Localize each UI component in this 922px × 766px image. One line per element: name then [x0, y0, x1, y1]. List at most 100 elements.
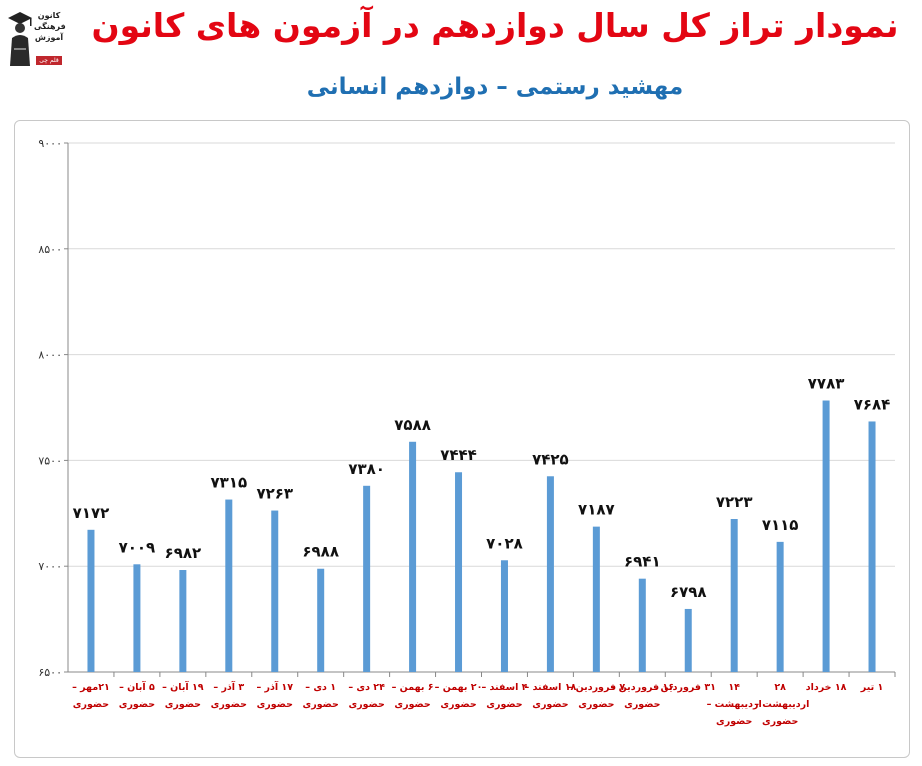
- x-tick-label-line: حضوری: [73, 699, 109, 710]
- data-label: ۷۳۱۵: [210, 474, 247, 492]
- x-tick-label-line: ۱۸ اسفند –: [525, 682, 577, 693]
- x-tick-label-line: حضوری: [716, 716, 752, 727]
- x-tick-label: ۳ آذر – حضوری: [211, 680, 247, 710]
- bar: [592, 526, 600, 672]
- bar: [133, 564, 141, 672]
- x-tick-label-line: حضوری: [119, 699, 155, 710]
- data-label: ۷۲۲۳: [716, 493, 753, 511]
- x-tick-label-line: حضوری: [211, 699, 247, 710]
- bar: [638, 578, 646, 672]
- x-tick-label-line: ۱۹ آبان –: [162, 680, 204, 693]
- y-tick-label: ۷۰۰۰: [38, 560, 62, 573]
- data-label: ۷۰۲۸: [486, 534, 523, 552]
- x-tick-label-line: ۱۷ آذر –: [256, 680, 293, 693]
- bar: [455, 472, 463, 672]
- x-tick-label-line: حضوری: [165, 699, 201, 710]
- y-tick-label: ۶۵۰۰: [38, 666, 62, 679]
- bar: [317, 568, 325, 672]
- x-tick-label-line: حضوری: [762, 716, 798, 727]
- x-tick-label-line: ۲۸: [774, 682, 786, 693]
- data-label: ۷۱۱۵: [762, 516, 799, 534]
- data-label: ۷۲۶۳: [256, 485, 293, 503]
- x-tick-label: ۱۹ آبان – حضوری: [162, 680, 204, 710]
- x-tick-label-line: ۲۴ دی –: [348, 682, 385, 693]
- x-tick-label-line: ۲۰ بهمن –: [435, 682, 483, 693]
- x-tick-label: ۱ دی – حضوری: [303, 682, 339, 710]
- logo-line: آموزش: [34, 33, 64, 42]
- chart-title: نمودار تراز کل سال دوازدهم در آزمون های …: [91, 6, 899, 45]
- x-tick-label-line: ۳۱ فروردین: [661, 682, 716, 693]
- x-tick-label-line: حضوری: [532, 699, 568, 710]
- bar: [684, 608, 692, 672]
- x-tick-label: ۱۶ فروردین – حضوری: [611, 682, 674, 710]
- x-tick-label-line: حضوری: [394, 699, 430, 710]
- x-tick-label-line: ۷ فروردین –: [568, 682, 626, 693]
- x-tick-label: ۲۸ اردیبهشت – حضوری: [751, 682, 809, 727]
- x-tick-label-line: حضوری: [348, 699, 384, 710]
- x-tick-label-line: حضوری: [440, 699, 476, 710]
- data-label: ۷۳۸۰: [348, 460, 385, 478]
- bar: [730, 519, 738, 672]
- x-tick-label: ۱ تیر: [860, 682, 883, 693]
- x-tick-label-line: ۱۸ خرداد: [806, 682, 847, 693]
- data-label: ۶۹۴۱: [624, 553, 661, 571]
- bar: [409, 441, 417, 672]
- y-tick-label: ۸۵۰۰: [38, 243, 62, 256]
- x-tick-label: ۱۴ اردیبهشت – حضوری: [707, 682, 762, 727]
- data-label: ۷۴۴۴: [440, 446, 477, 464]
- bar: [776, 541, 784, 672]
- logo-text: کانون فرهنگی آموزش: [34, 10, 66, 43]
- x-tick-label-line: حضوری: [624, 699, 660, 710]
- data-label: ۷۷۸۳: [808, 375, 845, 393]
- x-tick-label-line: حضوری: [486, 699, 522, 710]
- bar-chart: ۶۵۰۰ ۷۰۰۰ ۷۵۰۰ ۸۰۰۰ ۸۵۰۰ ۹۰۰۰ ۷۱۷۲ ۲۱مهر – حضوری…: [38, 137, 896, 727]
- y-tick-label: ۷۵۰۰: [38, 454, 62, 467]
- x-tick-label-line: حضوری: [303, 699, 339, 710]
- x-tick-label-line: حضوری: [257, 699, 293, 710]
- x-tick-label-line: اردیبهشت –: [751, 699, 809, 710]
- kanoon-logo: کانون فرهنگی آموزش قلم چی: [6, 8, 66, 70]
- x-tick-label-line: ۵ آبان –: [119, 680, 155, 693]
- graduate-icon: [8, 12, 32, 66]
- x-tick-label-line: ۲۱مهر –: [72, 682, 110, 693]
- data-label: ۷۶۸۴: [854, 395, 891, 413]
- x-tick-label: ۲۰ بهمن – حضوری: [435, 682, 483, 710]
- chart-area: ۶۵۰۰ ۷۰۰۰ ۷۵۰۰ ۸۰۰۰ ۸۵۰۰ ۹۰۰۰ ۷۱۷۲ ۲۱مهر – حضوری…: [14, 120, 910, 758]
- x-tick-label: ۱۸ اسفند – حضوری: [525, 682, 577, 710]
- bar: [868, 421, 876, 672]
- x-tick-label-line: ۱ تیر: [860, 682, 883, 693]
- logo-line: کانون: [37, 11, 61, 20]
- logo-line: فرهنگی: [34, 22, 66, 31]
- bar: [87, 529, 95, 672]
- x-tick-label: ۵ آبان – حضوری: [119, 680, 155, 710]
- bar: [271, 510, 279, 672]
- x-tick-label-line: ۱۴: [728, 682, 740, 693]
- x-tick-label-line: اردیبهشت –: [707, 699, 762, 710]
- x-tick-label: ۳۱ فروردین: [661, 682, 716, 693]
- x-tick-label-line: ۴ اسفند –: [481, 682, 527, 693]
- header: کانون فرهنگی آموزش قلم چی نمودار تراز کل…: [0, 0, 922, 110]
- x-tick-label: ۱۷ آذر – حضوری: [256, 680, 293, 710]
- data-label: ۶۹۸۲: [165, 544, 202, 562]
- bar: [363, 485, 371, 672]
- data-label: ۷۱۷۲: [73, 504, 110, 522]
- bar: [179, 570, 187, 672]
- y-tick-label: ۹۰۰۰: [38, 137, 62, 150]
- bar: [500, 560, 508, 672]
- bar: [225, 499, 233, 672]
- logo-badge: قلم چی: [36, 56, 62, 65]
- x-tick-label-line: ۱ دی –: [305, 682, 336, 693]
- data-label: ۶۹۸۸: [302, 543, 339, 561]
- x-tick-label: ۲۱مهر – حضوری: [72, 682, 110, 710]
- x-tick-label: ۱۸ خرداد: [806, 682, 847, 693]
- data-label: ۷۱۸۷: [578, 501, 615, 519]
- data-label: ۶۷۹۸: [670, 583, 707, 601]
- y-tick-label: ۸۰۰۰: [38, 349, 62, 362]
- x-tick-label-line: حضوری: [578, 699, 614, 710]
- data-label: ۷۵۸۸: [394, 416, 431, 434]
- x-tick-label: ۴ اسفند – حضوری: [481, 682, 527, 710]
- bar: [546, 476, 554, 672]
- x-tick-label: ۶ بهمن – حضوری: [392, 682, 434, 710]
- chart-subtitle: مهشید رستمی – دوازدهم انسانی: [306, 74, 684, 100]
- data-label: ۷۴۲۵: [532, 450, 569, 468]
